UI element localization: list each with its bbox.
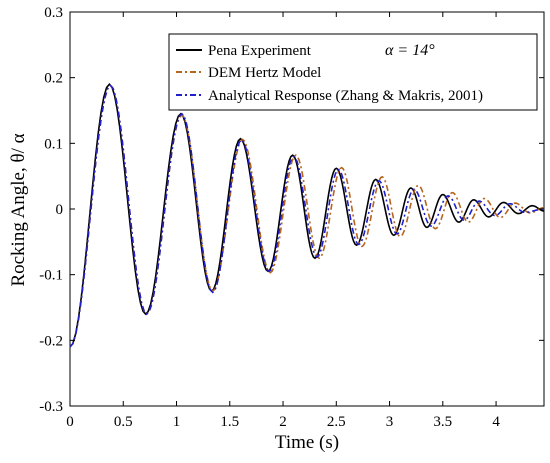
series-layer <box>69 83 545 348</box>
y-tick-label: 0.3 <box>44 5 63 21</box>
legend-label-dem: DEM Hertz Model <box>208 65 321 81</box>
y-tick-label: 0.2 <box>44 71 63 87</box>
y-tick-label: 0.1 <box>44 136 63 152</box>
series-line-dem-hertz-model <box>69 84 545 348</box>
x-tick-label: 0.5 <box>114 414 133 430</box>
y-tick-label: -0.3 <box>39 399 63 415</box>
x-tick-label: 3 <box>386 414 394 430</box>
x-tick-label: 0 <box>66 414 74 430</box>
y-tick-label: -0.1 <box>39 268 63 284</box>
series-line-analytical-response <box>69 84 545 348</box>
x-tick-label: 1 <box>173 414 181 430</box>
x-tick-label: 2 <box>279 414 287 430</box>
y-tick-label: -0.2 <box>39 333 63 349</box>
y-tick-label: 0 <box>56 202 64 218</box>
series-line-pena-experiment <box>69 83 545 348</box>
legend: Pena Experiment α = 14° DEM Hertz Model … <box>168 33 538 111</box>
x-axis-label: Time (s) <box>275 432 339 453</box>
legend-label-pena: Pena Experiment <box>208 43 312 59</box>
y-axis-label: Rocking Angle, θ/ α <box>8 133 29 286</box>
x-tick-label: 3.5 <box>433 414 452 430</box>
x-tick-label: 1.5 <box>220 414 239 430</box>
tick-layer: 0 0.5 1 1.5 2 2.5 3 3.5 4 -0.3 -0.2 -0.1 0 0.1 0.2 0.3 <box>39 5 544 430</box>
legend-annotation: α = 14° <box>385 42 435 59</box>
x-tick-label: 2.5 <box>327 414 346 430</box>
legend-box <box>168 33 538 111</box>
legend-label-analytical: Analytical Response (Zhang & Makris, 200… <box>208 88 483 104</box>
x-tick-label: 4 <box>492 414 500 430</box>
